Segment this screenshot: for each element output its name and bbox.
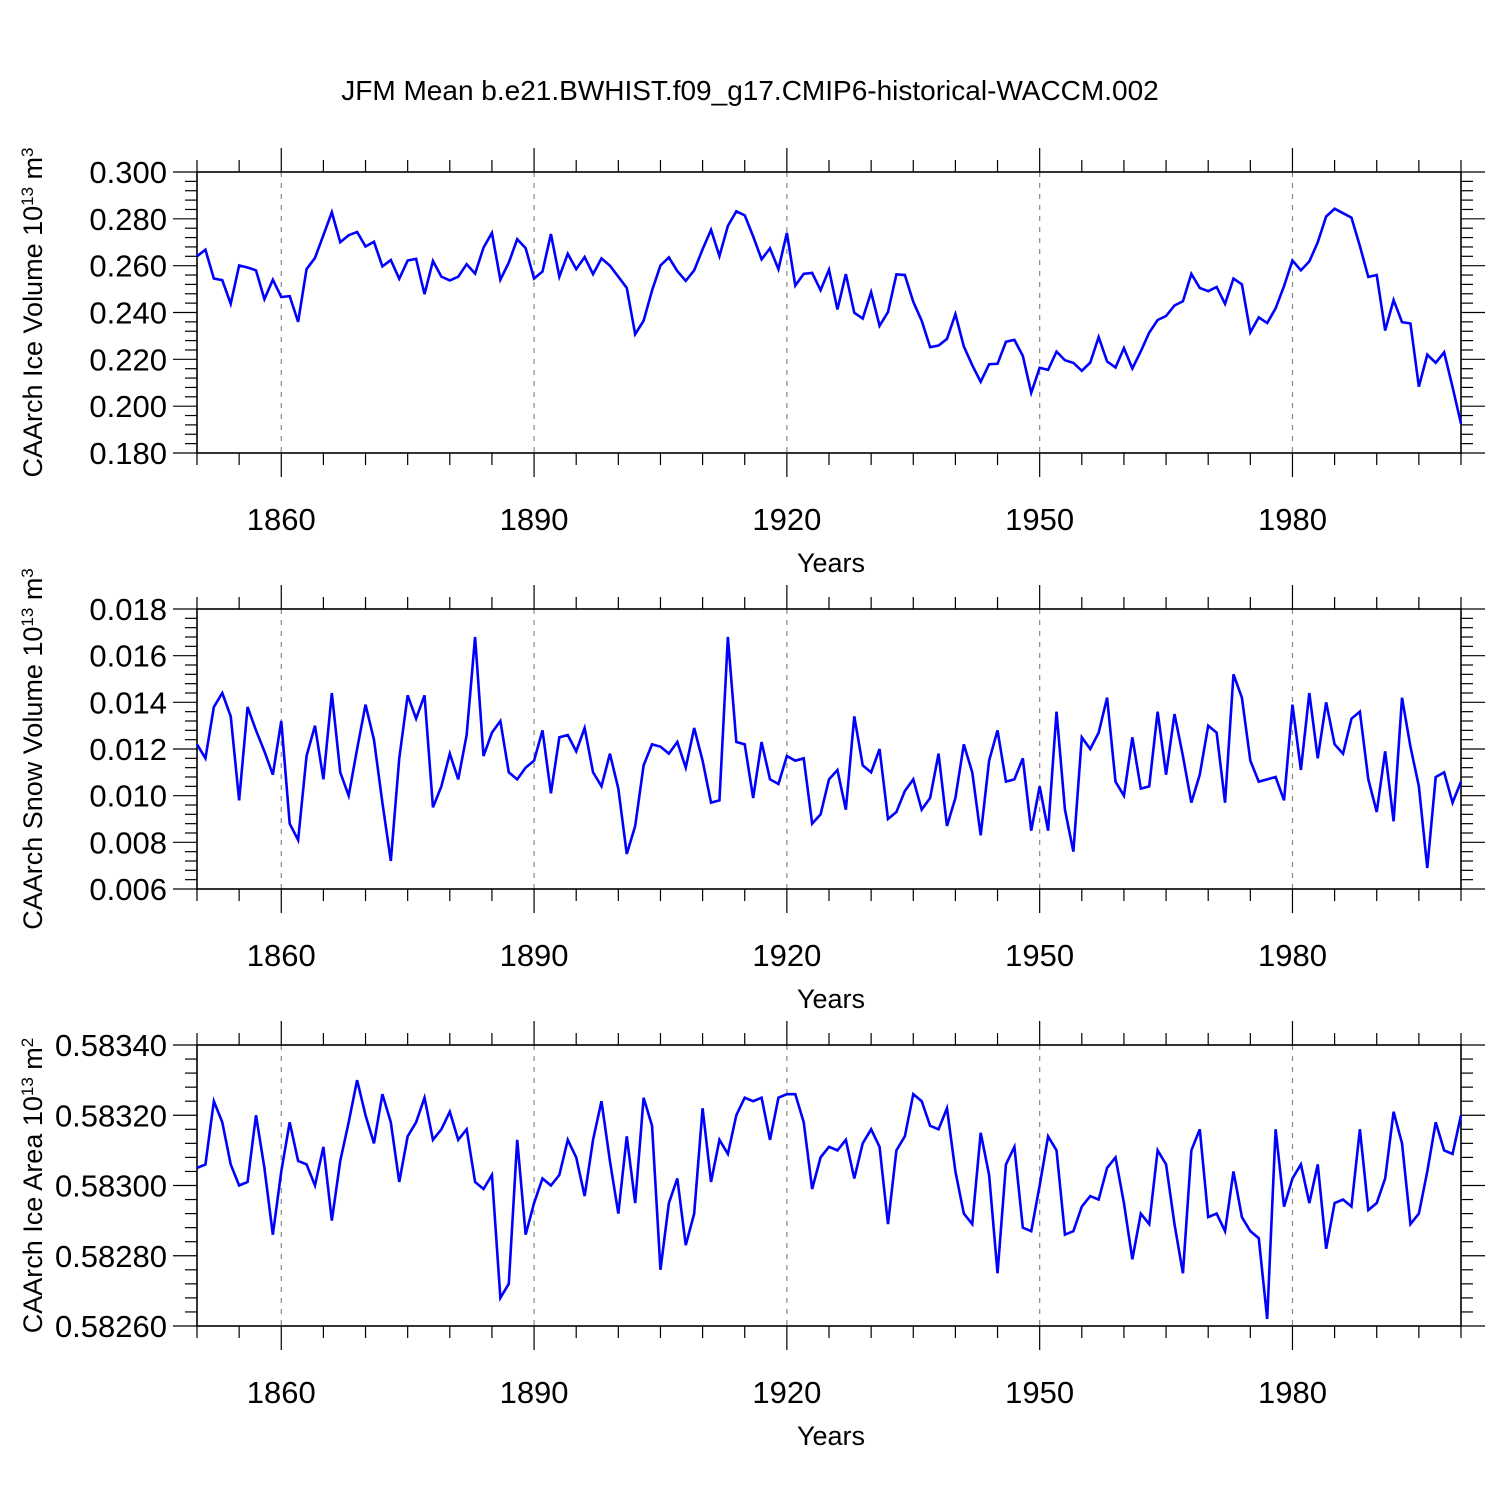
x-tick-label: 1890: [500, 938, 569, 973]
y-tick-label: 0.006: [89, 872, 167, 907]
y-tick-label: 0.280: [89, 202, 167, 237]
x-tick-label: 1980: [1258, 1375, 1327, 1410]
x-axis-label: Years: [797, 1421, 865, 1451]
y-axis-label: CAArch Ice Area 1013 m2: [18, 1038, 48, 1334]
x-tick-label: 1860: [247, 502, 316, 537]
series-line: [196, 207, 1463, 425]
y-tick-label: 0.300: [89, 155, 167, 190]
y-tick-label: 0.010: [89, 779, 167, 814]
x-tick-label: 1950: [1005, 502, 1074, 537]
x-tick-label: 1980: [1258, 502, 1327, 537]
y-tick-label: 0.220: [89, 342, 167, 377]
x-tick-label: 1860: [247, 1375, 316, 1410]
x-tick-label: 1920: [752, 1375, 821, 1410]
series-line: [195, 636, 1463, 869]
x-axis-label: Years: [797, 984, 865, 1014]
panel-1: 0.180 0.200 0.220 0.240 0.260 0.280 0.300 1860 1…: [18, 147, 1485, 578]
x-tick-label: 1890: [500, 1375, 569, 1410]
y-tick-label: 0.58260: [55, 1309, 167, 1344]
y-tick-label: 0.008: [89, 825, 167, 860]
panel-2: 0.006 0.008 0.010 0.012 0.014 0.016 0.018 1860 1…: [18, 568, 1485, 1014]
y-tick-label: 0.014: [89, 685, 167, 720]
y-tick-label: 0.018: [89, 592, 167, 627]
y-tick-label: 0.58280: [55, 1239, 167, 1274]
y-tick-label: 0.58340: [55, 1028, 167, 1063]
y-tick-label: 0.240: [89, 296, 167, 331]
chart-panels: 0.180 0.200 0.220 0.240 0.260 0.280 0.300 1860 1…: [18, 147, 1485, 1451]
x-axis-label: Years: [797, 548, 865, 578]
chart-title: JFM Mean b.e21.BWHIST.f09_g17.CMIP6-hist…: [341, 75, 1158, 106]
panel-3: 0.58260 0.58280 0.58300 0.58320 0.58340 1860 1…: [18, 1021, 1485, 1451]
plot-frame: [196, 608, 1462, 890]
x-tick-label: 1890: [500, 502, 569, 537]
y-axis-label: CAArch Ice Volume 1013 m3: [18, 147, 48, 477]
x-tick-label: 1980: [1258, 938, 1327, 973]
x-tick-label: 1950: [1005, 938, 1074, 973]
y-tick-label: 0.180: [89, 436, 167, 471]
y-tick-label: 0.016: [89, 639, 167, 674]
y-tick-label: 0.58300: [55, 1169, 167, 1204]
y-tick-label: 0.58320: [55, 1098, 167, 1133]
x-tick-label: 1920: [752, 502, 821, 537]
x-tick-label: 1920: [752, 938, 821, 973]
y-axis-label: CAArch Snow Volume 1013 m3: [18, 568, 48, 930]
series-line: [196, 1079, 1463, 1320]
plot-frame: [196, 1044, 1462, 1327]
y-tick-label: 0.260: [89, 249, 167, 284]
x-tick-label: 1860: [247, 938, 316, 973]
y-tick-label: 0.012: [89, 732, 167, 767]
x-tick-label: 1950: [1005, 1375, 1074, 1410]
plot-frame: [196, 171, 1462, 454]
y-tick-label: 0.200: [89, 389, 167, 424]
